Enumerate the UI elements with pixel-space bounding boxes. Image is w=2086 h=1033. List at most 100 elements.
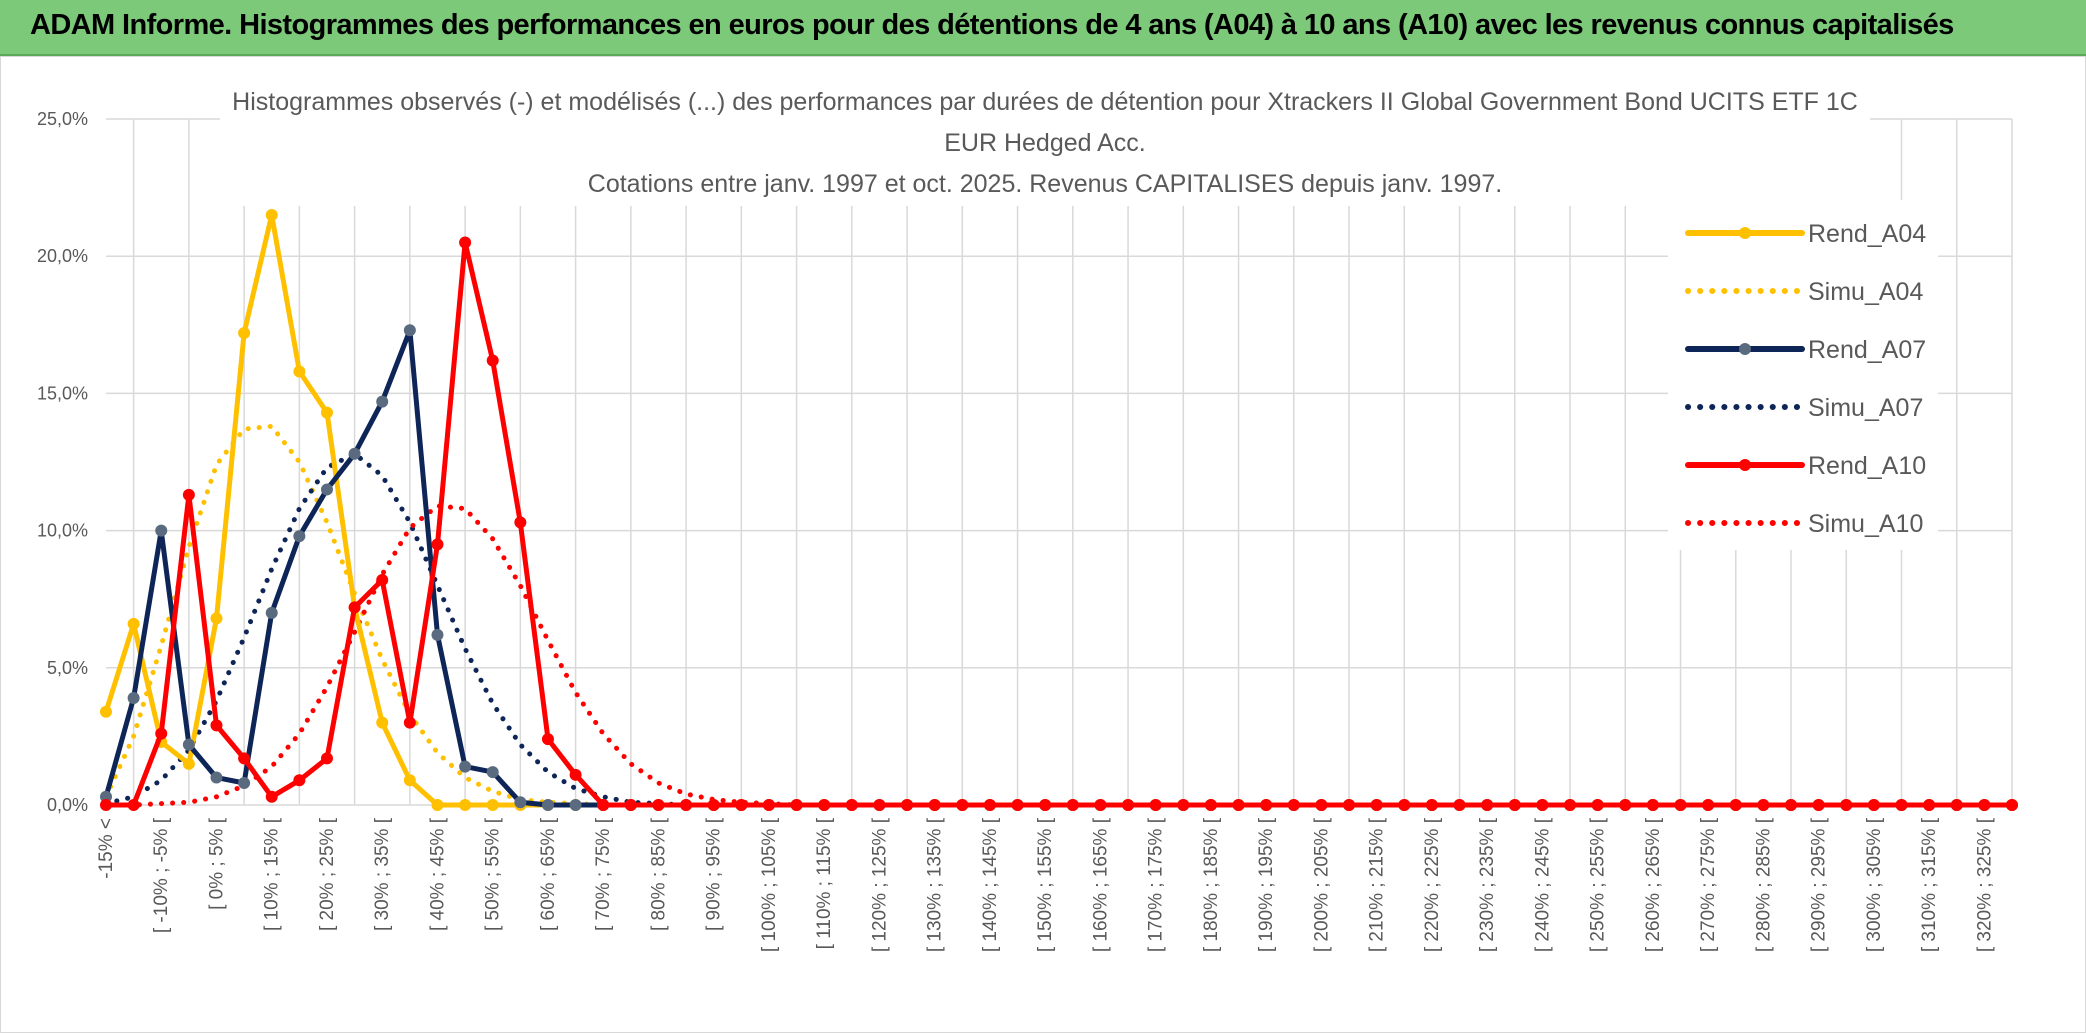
data-point-rend_a04: [293, 365, 306, 378]
x-tick-label: -15% <: [96, 818, 117, 879]
data-point-rend_a10: [155, 727, 168, 740]
data-point-rend_a10: [1039, 799, 1052, 811]
data-point-rend_a10: [597, 799, 610, 811]
data-point-rend_a10: [486, 354, 499, 367]
data-point-rend_a10: [514, 516, 527, 529]
data-point-rend_a10: [1232, 799, 1245, 811]
x-tick-label: [ 140% ; 145% [: [980, 817, 1001, 952]
data-point-rend_a10: [1204, 799, 1217, 811]
series-line-rend_a10: [103, 240, 2015, 808]
data-point-rend_a04: [320, 406, 333, 419]
legend-label-simu_a04: Simu_A04: [1808, 278, 1923, 306]
data-point-rend_a10: [182, 488, 195, 501]
data-point-rend_a10: [431, 538, 444, 551]
data-point-rend_a10: [1066, 799, 1079, 811]
data-point-rend_a10: [1785, 799, 1798, 811]
data-point-rend_a10: [1978, 799, 1991, 811]
data-point-rend_a10: [1370, 799, 1383, 811]
data-point-rend_a04: [210, 612, 223, 625]
data-point-rend_a10: [983, 799, 996, 811]
data-point-rend_a10: [901, 799, 914, 811]
data-point-rend_a04: [265, 209, 278, 222]
data-point-rend_a10: [1481, 799, 1494, 811]
data-point-rend_a10: [127, 799, 140, 811]
legend-label-rend_a04: Rend_A04: [1808, 220, 1926, 248]
data-point-rend_a10: [845, 799, 858, 811]
data-point-rend_a10: [376, 573, 389, 586]
legend-label-simu_a10: Simu_A10: [1808, 510, 1923, 538]
data-point-rend_a10: [1177, 799, 1190, 811]
data-point-rend_a10: [1453, 799, 1466, 811]
y-tick-label: 25,0%: [37, 109, 88, 129]
data-point-rend_a10: [1343, 799, 1356, 811]
data-point-rend_a07: [127, 691, 140, 704]
report-banner: ADAM Informe. Histogrammes des performan…: [0, 0, 2086, 56]
data-point-rend_a10: [1315, 799, 1328, 811]
data-point-rend_a10: [1122, 799, 1135, 811]
data-point-rend_a07: [155, 524, 168, 537]
data-point-rend_a04: [431, 799, 444, 811]
legend-marker-rend_a10: [1739, 459, 1751, 471]
data-point-rend_a10: [1702, 799, 1715, 811]
data-point-rend_a10: [790, 799, 803, 811]
data-point-rend_a10: [1260, 799, 1273, 811]
data-point-rend_a10: [1923, 799, 1936, 811]
data-point-rend_a07: [182, 738, 195, 751]
x-tick-label: [ 160% ; 165% [: [1090, 817, 1111, 952]
x-tick-label: [ 120% ; 125% [: [869, 817, 890, 952]
data-point-rend_a10: [1840, 799, 1853, 811]
x-tick-label: [ 250% ; 255% [: [1588, 817, 1609, 952]
x-tick-label: [ -10% ; -5% [: [151, 817, 172, 933]
x-tick-label: [ 190% ; 195% [: [1256, 817, 1277, 952]
data-point-rend_a10: [1011, 799, 1024, 811]
data-point-rend_a10: [1149, 799, 1162, 811]
data-point-rend_a10: [1729, 799, 1742, 811]
data-point-rend_a10: [652, 799, 665, 811]
data-point-rend_a07: [431, 628, 444, 641]
data-point-rend_a07: [486, 766, 499, 779]
x-tick-label: [ 0% ; 5% [: [206, 817, 227, 910]
data-point-rend_a10: [1425, 799, 1438, 811]
data-point-rend_a10: [735, 799, 748, 811]
data-point-rend_a04: [459, 799, 472, 811]
data-point-rend_a07: [403, 324, 416, 337]
data-point-rend_a04: [403, 774, 416, 787]
x-tick-label: [ 320% ; 325% [: [1974, 817, 1995, 952]
x-tick-label: [ 10% ; 15% [: [262, 817, 283, 931]
data-point-rend_a10: [459, 236, 472, 249]
data-point-rend_a10: [818, 799, 831, 811]
data-point-rend_a10: [348, 601, 361, 614]
data-point-rend_a10: [762, 799, 775, 811]
y-tick-label: 15,0%: [37, 383, 88, 403]
data-point-rend_a10: [1619, 799, 1632, 811]
x-tick-label: [ 20% ; 25% [: [317, 817, 338, 931]
series-line-simu_a10: [103, 503, 2015, 808]
x-tick-label: [ 170% ; 175% [: [1146, 817, 1167, 952]
data-point-rend_a10: [403, 716, 416, 729]
data-point-rend_a10: [569, 768, 582, 781]
data-point-rend_a04: [182, 757, 195, 770]
data-point-rend_a04: [127, 617, 140, 630]
x-tick-label: [ 240% ; 245% [: [1532, 817, 1553, 952]
data-point-rend_a10: [1895, 799, 1908, 811]
data-point-rend_a04: [486, 799, 499, 811]
data-point-rend_a10: [2006, 799, 2018, 811]
x-tick-label: [ 310% ; 315% [: [1919, 817, 1940, 952]
data-point-rend_a07: [293, 530, 306, 543]
data-point-rend_a10: [320, 752, 333, 765]
x-tick-label: [ 30% ; 35% [: [372, 817, 393, 931]
y-tick-label: 0,0%: [47, 795, 88, 815]
data-point-rend_a10: [1674, 799, 1687, 811]
x-tick-label: [ 80% ; 85% [: [648, 817, 669, 931]
data-point-rend_a10: [1591, 799, 1604, 811]
data-point-rend_a10: [1867, 799, 1880, 811]
title-backing: [220, 82, 1870, 206]
data-point-rend_a10: [1757, 799, 1770, 811]
x-tick-label: [ 40% ; 45% [: [427, 817, 448, 931]
legend-backing: [1668, 200, 1938, 550]
x-tick-label: [ 270% ; 275% [: [1698, 817, 1719, 952]
data-point-rend_a10: [293, 774, 306, 787]
y-tick-label: 5,0%: [47, 658, 88, 678]
data-point-rend_a10: [541, 733, 554, 746]
